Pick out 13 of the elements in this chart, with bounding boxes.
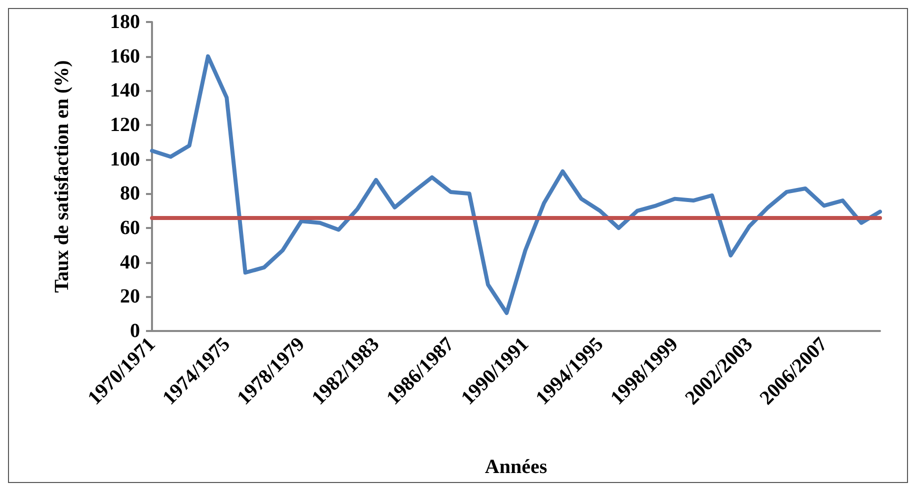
y-tick-label: 100: [110, 148, 140, 170]
y-tick-label: 20: [120, 286, 140, 308]
y-tick-label: 160: [110, 45, 140, 68]
y-tick-label: 80: [120, 182, 140, 205]
y-tick-label: 140: [110, 80, 140, 102]
y-axis-title: Taux de satisfaction en (%): [51, 60, 73, 293]
y-tick-label: 120: [110, 114, 140, 136]
y-tick-label: 0: [130, 320, 140, 342]
y-tick-label: 180: [110, 11, 140, 33]
x-axis-title: Années: [484, 456, 548, 478]
y-tick-label: 40: [120, 251, 140, 274]
line-series: [150, 54, 882, 315]
y-tick-label: 60: [120, 217, 140, 239]
